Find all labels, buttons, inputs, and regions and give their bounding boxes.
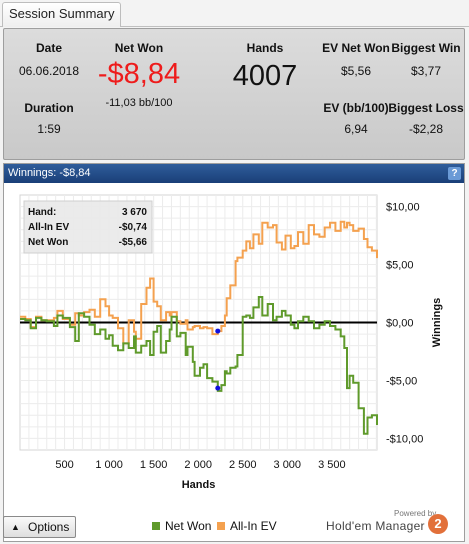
- ev-bb100-label: EV (bb/100): [323, 101, 389, 115]
- tooltip-row-label: All-In EV: [28, 222, 69, 233]
- net-won-label: Net Won: [114, 41, 164, 55]
- date-value: 06.06.2018: [18, 64, 80, 78]
- powered-by-text: Powered by: [394, 509, 437, 518]
- ev-net-won-label: EV Net Won: [322, 41, 390, 55]
- x-tick-label: 3 500: [318, 459, 346, 471]
- duration-value: 1:59: [37, 122, 61, 136]
- biggest-loss-value: -$2,28: [408, 122, 444, 136]
- hover-marker: [215, 385, 221, 391]
- brand-name: Hold'em Manager: [326, 519, 425, 533]
- legend-all-in-ev-label: All-In EV: [230, 519, 277, 533]
- winnings-chart: $10,00 $5,00 $0,00 -$5,00 -$10,00 500 1 000 1 5…: [19, 194, 443, 491]
- winnings-title: Winnings: -$8,84: [8, 167, 91, 179]
- y-tick-label: $5,00: [386, 260, 414, 272]
- tab-session-summary[interactable]: Session Summary: [2, 2, 122, 27]
- hover-marker: [215, 328, 221, 334]
- biggest-loss-label: Biggest Loss: [388, 101, 464, 115]
- tooltip-row-value: 3 670: [122, 207, 147, 218]
- x-tick-label: 1 500: [140, 459, 168, 471]
- tab-bar: Session Summary: [0, 0, 469, 27]
- ev-bb100-value: 6,94: [344, 122, 368, 136]
- all-in-ev-swatch: [217, 522, 225, 530]
- help-icon[interactable]: ?: [448, 167, 461, 180]
- net-won-value: -$8,84: [97, 58, 181, 90]
- winnings-panel-header: Winnings: -$8,84 ?: [4, 164, 464, 183]
- legend-item-all-in-ev: All-In EV: [217, 519, 277, 533]
- biggest-win-value: $3,77: [410, 64, 442, 78]
- x-tick-label: 2 000: [184, 459, 212, 471]
- duration-label: Duration: [24, 101, 74, 115]
- options-button[interactable]: ▲ Options: [3, 516, 76, 538]
- x-tick-label: 2 500: [229, 459, 257, 471]
- tooltip-row-value: -$5,66: [119, 237, 148, 248]
- x-tick-label: 1 000: [95, 459, 123, 471]
- legend-net-won-label: Net Won: [165, 519, 212, 533]
- y-tick-label: $0,00: [386, 318, 414, 330]
- ev-net-won-value: $5,56: [340, 64, 372, 78]
- tooltip-row-label: Hand:: [28, 207, 56, 218]
- series-line-net-won: [20, 296, 378, 435]
- hands-label: Hands: [246, 41, 284, 55]
- date-label: Date: [35, 41, 62, 55]
- y-tick-label: $10,00: [386, 202, 420, 214]
- series-line-all-in-ev: [20, 220, 378, 345]
- x-tick-label: 500: [55, 459, 73, 471]
- tooltip-row-value: -$0,74: [119, 222, 148, 233]
- hands-value: 4007: [232, 60, 298, 92]
- session-summary-box: Date 06.06.2018 Duration 1:59 Net Won -$…: [3, 28, 465, 160]
- biggest-win-label: Biggest Win: [391, 41, 461, 55]
- tooltip-row-label: Net Won: [28, 237, 68, 248]
- brand-logo-icon: 2: [428, 514, 448, 534]
- legend-item-net-won: Net Won: [152, 519, 211, 533]
- y-axis-label: Winnings: [431, 298, 443, 347]
- x-axis-label: Hands: [182, 479, 216, 491]
- net-won-bb100: -11,03 bb/100: [105, 97, 173, 109]
- x-tick-label: 3 000: [274, 459, 302, 471]
- y-tick-label: -$5,00: [386, 375, 417, 387]
- options-label: Options: [28, 520, 70, 534]
- y-tick-label: -$10,00: [386, 433, 423, 445]
- chevron-up-icon: ▲: [11, 522, 20, 532]
- net-won-swatch: [152, 522, 160, 530]
- hover-tooltip: [23, 200, 153, 254]
